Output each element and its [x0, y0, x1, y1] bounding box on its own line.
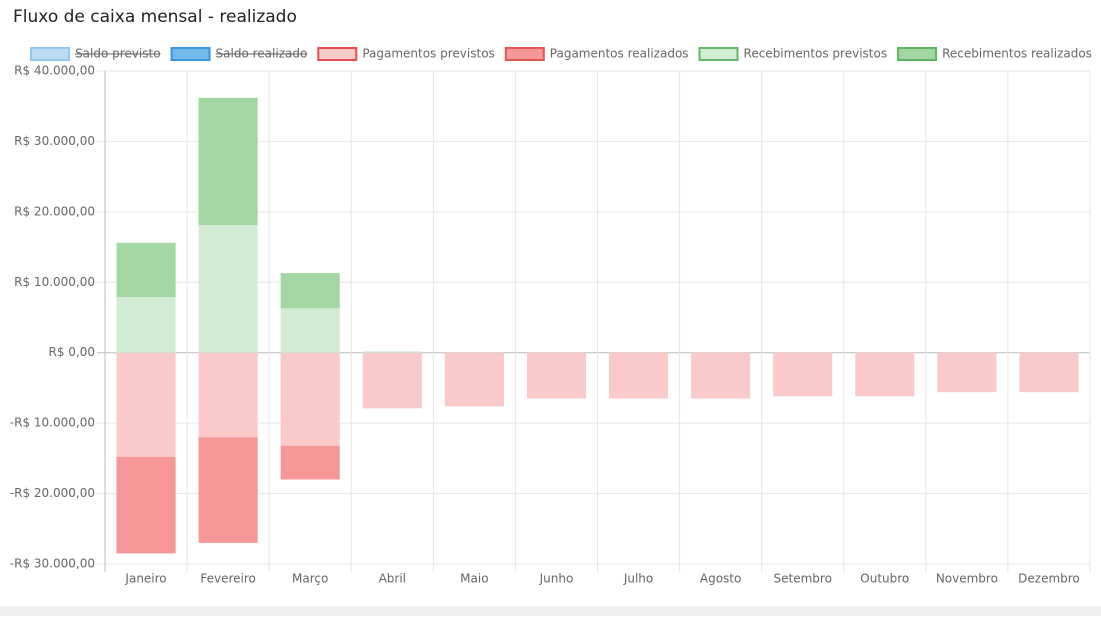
- bar: [280, 308, 340, 353]
- x-tick-label: Maio: [460, 572, 488, 586]
- y-tick-label: -R$ 10.000,00: [10, 416, 95, 430]
- legend-swatch[interactable]: [897, 47, 938, 61]
- legend-swatch[interactable]: [170, 47, 211, 61]
- y-tick-label: -R$ 30.000,00: [10, 557, 95, 571]
- x-tick-label: Setembro: [774, 572, 832, 586]
- bar: [1019, 352, 1079, 393]
- x-tick-label: Julho: [623, 572, 653, 586]
- legend-swatch[interactable]: [317, 47, 358, 61]
- bar: [280, 352, 340, 446]
- bar: [526, 352, 587, 399]
- x-tick-label: Janeiro: [124, 572, 166, 586]
- bar: [198, 437, 258, 543]
- legend-label: Recebimentos realizados: [942, 47, 1092, 61]
- y-tick-label: R$ 30.000,00: [14, 134, 95, 148]
- y-tick-label: R$ 40.000,00: [14, 64, 95, 78]
- footer-strip: [0, 606, 1101, 616]
- y-tick-label: R$ 0,00: [48, 345, 95, 359]
- bar: [362, 351, 422, 353]
- bar: [280, 273, 340, 309]
- x-tick-label: Dezembro: [1018, 572, 1080, 586]
- bar: [362, 352, 422, 409]
- bar: [198, 225, 258, 353]
- x-tick-label: Março: [292, 572, 328, 586]
- x-tick-label: Outubro: [860, 572, 909, 586]
- legend-swatch[interactable]: [504, 47, 545, 61]
- chart-title: Fluxo de caixa mensal - realizado: [13, 7, 297, 27]
- bar: [773, 352, 833, 397]
- x-tick-label: Fevereiro: [200, 572, 256, 586]
- bar: [116, 456, 176, 554]
- bar: [198, 352, 258, 438]
- bar: [116, 297, 176, 353]
- x-tick-label: Agosto: [700, 572, 741, 586]
- legend-label: Pagamentos previstos: [362, 47, 494, 61]
- bar: [691, 352, 751, 399]
- bar: [855, 352, 915, 397]
- legend-label: Pagamentos realizados: [550, 47, 689, 61]
- x-tick-label: Novembro: [936, 572, 998, 586]
- legend-swatch[interactable]: [30, 47, 71, 61]
- bar: [444, 352, 504, 407]
- bar: [116, 242, 176, 298]
- x-tick-label: Abril: [379, 572, 406, 586]
- bar: [198, 97, 258, 226]
- legend-swatch[interactable]: [698, 47, 739, 61]
- bar: [280, 445, 340, 480]
- x-tick-label: Junho: [539, 572, 574, 586]
- y-tick-label: R$ 10.000,00: [14, 275, 95, 289]
- legend-label: Recebimentos previstos: [744, 47, 888, 61]
- y-tick-label: R$ 20.000,00: [14, 204, 95, 218]
- bar: [116, 352, 176, 457]
- bar: [608, 352, 669, 399]
- y-tick-label: -R$ 20.000,00: [10, 486, 95, 500]
- bar: [937, 352, 997, 393]
